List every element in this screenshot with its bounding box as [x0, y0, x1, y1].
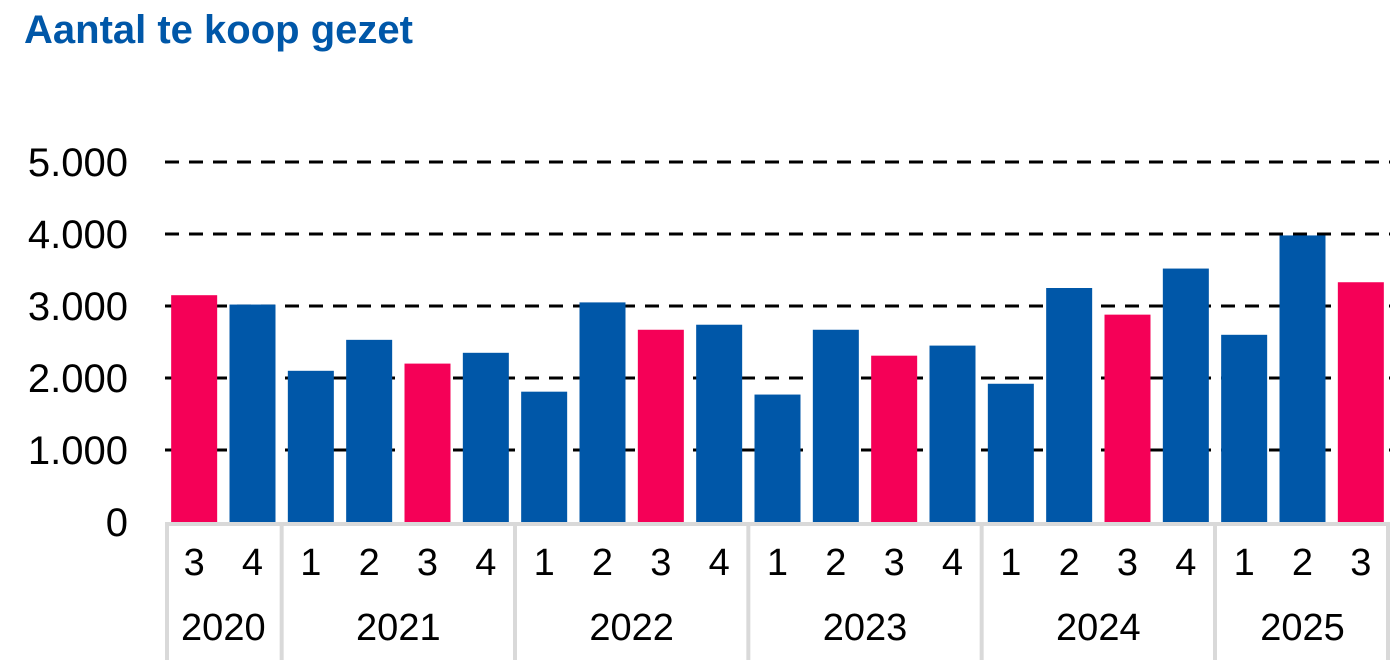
bar	[346, 339, 393, 522]
x-tick-label: 3	[184, 542, 205, 584]
x-tick-label: 4	[475, 542, 496, 584]
bar	[404, 363, 451, 522]
x-tick-label: 2	[825, 542, 846, 584]
x-tick-label: 3	[1350, 542, 1371, 584]
y-tick-label: 4.000	[28, 213, 128, 257]
bar	[171, 295, 218, 522]
x-tick-label: 4	[709, 542, 730, 584]
bar	[696, 324, 743, 522]
x-group-label: 2023	[823, 607, 908, 649]
bar	[1337, 282, 1384, 522]
x-tick-label: 4	[242, 542, 263, 584]
x-tick-label: 2	[1059, 542, 1080, 584]
bar	[812, 329, 859, 522]
x-tick-label: 4	[942, 542, 963, 584]
x-group-label: 2022	[589, 607, 674, 649]
x-group-label: 2024	[1056, 607, 1141, 649]
x-tick-label: 4	[1175, 542, 1196, 584]
x-tick-label: 1	[1234, 542, 1255, 584]
x-tick-label: 1	[300, 542, 321, 584]
x-tick-label: 1	[767, 542, 788, 584]
bar	[1104, 314, 1151, 522]
x-group-label: 2020	[181, 607, 266, 649]
bar	[1279, 235, 1326, 522]
bar	[1162, 268, 1209, 522]
bar	[579, 302, 626, 522]
bar	[287, 370, 334, 522]
x-tick-label: 3	[417, 542, 438, 584]
x-tick-label: 1	[1000, 542, 1021, 584]
y-tick-label: 2.000	[28, 357, 128, 401]
x-tick-label: 3	[1117, 542, 1138, 584]
y-tick-label: 5.000	[28, 141, 128, 185]
x-tick-label: 1	[534, 542, 555, 584]
bar	[987, 383, 1034, 522]
y-tick-label: 0	[106, 501, 128, 545]
x-group-label: 2025	[1260, 607, 1345, 649]
x-tick-label: 3	[884, 542, 905, 584]
bar	[871, 355, 918, 522]
x-tick-label: 3	[650, 542, 671, 584]
bar	[462, 352, 509, 522]
bars	[171, 235, 1384, 522]
bar	[1046, 288, 1093, 522]
x-tick-label: 2	[1292, 542, 1313, 584]
y-tick-label: 3.000	[28, 285, 128, 329]
bar	[1221, 334, 1268, 522]
bar	[754, 394, 801, 522]
bar	[929, 345, 976, 522]
y-tick-label: 1.000	[28, 429, 128, 473]
x-tick-label: 2	[592, 542, 613, 584]
x-tick-label: 2	[359, 542, 380, 584]
bar	[229, 304, 276, 522]
chart-title: Aantal te koop gezet	[24, 8, 413, 52]
bar	[637, 329, 684, 522]
bar	[521, 391, 568, 522]
x-axis	[165, 522, 1390, 660]
x-group-label: 2021	[356, 607, 441, 649]
